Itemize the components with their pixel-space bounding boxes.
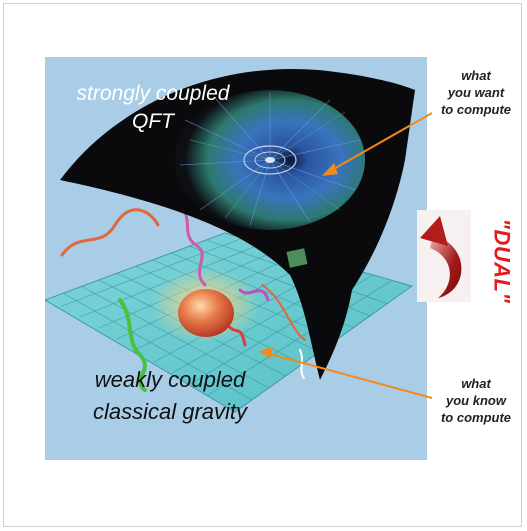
know-line3: to compute <box>440 410 512 425</box>
gravity-label: weakly coupled classical gravity <box>50 364 290 428</box>
slide-frame <box>3 3 522 527</box>
want-line1: what <box>461 68 491 83</box>
know-line1: what <box>461 376 491 391</box>
qft-label-line1: strongly coupled <box>76 82 230 105</box>
black-hole-blob <box>178 289 234 337</box>
want-line3: to compute <box>440 102 512 117</box>
dual-label: "DUAL" <box>489 209 514 313</box>
gravity-label-line2: classical gravity <box>92 399 248 424</box>
qft-label-line2: QFT <box>132 110 174 133</box>
dual-arrow-icon <box>417 210 471 302</box>
know-annotation: what you know to compute <box>432 375 520 426</box>
dual-text: "DUAL" <box>489 218 514 304</box>
qft-label: strongly coupled QFT <box>48 80 258 136</box>
want-annotation: what you want to compute <box>432 67 520 118</box>
know-arrow <box>259 347 433 399</box>
know-line2: you know <box>446 393 506 408</box>
gravity-label-line1: weakly coupled <box>94 367 246 392</box>
qft-boundary-screen <box>60 68 415 380</box>
want-line2: you want <box>447 85 505 100</box>
want-arrow <box>322 112 433 176</box>
